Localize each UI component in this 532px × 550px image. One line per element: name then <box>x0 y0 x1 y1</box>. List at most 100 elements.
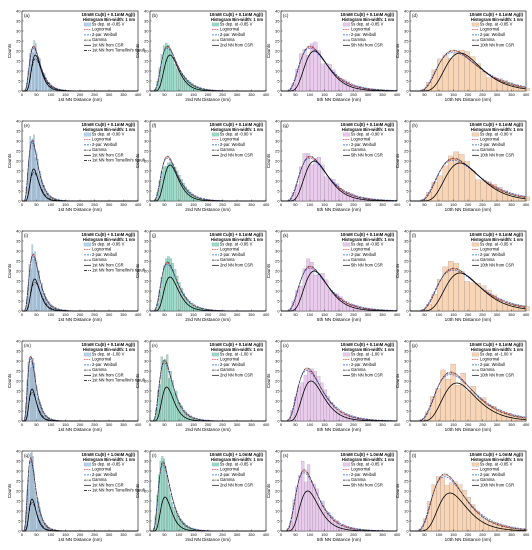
y-tick-label: 15 <box>275 278 279 283</box>
histogram-bar <box>36 59 39 92</box>
y-tick-label: 40 <box>144 8 149 13</box>
x-tick-label: 250 <box>479 532 486 537</box>
panel-label: (h) <box>412 123 418 128</box>
legend-weibull: 2-par. Weibull <box>92 472 117 477</box>
histogram-bar <box>324 512 328 532</box>
y-tick-label: 35 <box>144 348 148 353</box>
legend-swatch <box>83 132 92 137</box>
legend-swatch <box>83 462 92 467</box>
x-tick-label: 250 <box>219 422 226 427</box>
y-tick-label: 15 <box>404 58 408 63</box>
y-tick-label: 10 <box>144 178 149 183</box>
legend-gamma: Gamma <box>480 257 495 262</box>
y-tick-label: 35 <box>144 128 148 133</box>
legend-series: 5s dep. at -1.00 V <box>480 352 513 357</box>
y-tick-label: 25 <box>144 38 148 43</box>
x-tick-label: 350 <box>120 202 127 207</box>
legend-swatch <box>211 462 220 467</box>
gamma-curve <box>410 473 526 532</box>
y-axis-label: Counts <box>395 263 400 278</box>
panel-label: (j) <box>152 233 157 238</box>
legend-series: 5s dep. at -0.85 V <box>351 462 384 467</box>
legend-lognormal: Lognormal <box>351 247 370 252</box>
chart-panel: 0 50 100 150 200 250 300 350 4000510152025303540… <box>7 338 146 432</box>
y-tick-label: 40 <box>404 118 409 123</box>
weibull-curve <box>410 269 526 312</box>
y-axis-label: Counts <box>266 263 271 278</box>
y-tick-label: 15 <box>16 498 20 503</box>
lognormal-curve <box>281 368 397 422</box>
x-tick-label: 250 <box>91 312 98 317</box>
y-axis-label: Counts <box>7 483 12 498</box>
x-tick-label: 150 <box>62 422 69 427</box>
legend-weibull: 2-par. Weibull <box>480 32 505 37</box>
x-tick-label: 350 <box>379 202 386 207</box>
legend-swatch <box>471 352 480 357</box>
x-tick-label: 200 <box>205 422 212 427</box>
x-tick-label: 400 <box>523 532 530 537</box>
y-tick-label: 35 <box>16 238 20 243</box>
bin-width-label: Histogram Bin-width: 1 nm <box>211 457 263 462</box>
y-tick-label: 40 <box>404 228 409 233</box>
histogram-bar <box>447 155 454 202</box>
y-tick-label: 0 <box>146 418 149 423</box>
y-tick-label: 30 <box>275 248 280 253</box>
histogram-bar <box>169 258 172 312</box>
y-tick-label: 25 <box>144 368 148 373</box>
x-tick-label: 350 <box>379 92 386 97</box>
y-tick-label: 0 <box>406 88 409 93</box>
gamma-curve <box>281 367 397 422</box>
legend-csr: 10th NN from CSR <box>480 262 514 267</box>
y-tick-label: 30 <box>144 28 149 33</box>
histogram-bar <box>480 71 487 92</box>
y-tick-label: 0 <box>18 198 21 203</box>
y-tick-label: 10 <box>404 508 409 513</box>
panel-label: (a) <box>24 13 30 18</box>
x-tick-label: 200 <box>336 422 343 427</box>
y-tick-label: 5 <box>277 408 279 413</box>
histogram-bar <box>303 375 308 422</box>
x-tick-label: 300 <box>106 422 113 427</box>
x-tick-label: 400 <box>135 422 142 427</box>
histogram-bar <box>457 484 463 532</box>
legend-lognormal: Lognormal <box>92 357 111 362</box>
histogram-bar <box>173 63 177 92</box>
y-tick-label: 5 <box>406 78 408 83</box>
histogram-bar <box>173 392 176 422</box>
y-tick-label: 10 <box>404 68 409 73</box>
panel-title: 10mM Cu(II) + 0.1mM Ag(I) <box>82 232 136 237</box>
y-tick-label: 40 <box>16 448 21 453</box>
legend-series: 5s dep. at -0.85 V <box>480 22 513 27</box>
x-tick-label: 350 <box>248 312 255 317</box>
x-tick-label: 50 <box>293 202 298 207</box>
legend-gamma: Gamma <box>220 147 235 152</box>
y-tick-label: 20 <box>144 378 149 383</box>
legend-lognormal: Lognormal <box>351 357 370 362</box>
x-tick-label: 350 <box>508 312 515 317</box>
y-tick-label: 40 <box>275 118 280 123</box>
x-tick-label: 300 <box>365 202 372 207</box>
x-tick-label: 150 <box>321 422 328 427</box>
panel-title: 10mM Cu(II) + 0.1mM Ag(I) <box>210 342 264 347</box>
y-tick-label: 10 <box>16 178 21 183</box>
x-tick-label: 100 <box>48 312 55 317</box>
x-tick-label: 300 <box>494 532 501 537</box>
y-tick-label: 0 <box>406 308 409 313</box>
legend-lognormal: Lognormal <box>220 357 239 362</box>
legend-swatch <box>83 22 92 27</box>
y-axis-label: Counts <box>135 153 140 168</box>
histogram-bar <box>31 361 33 422</box>
y-tick-label: 5 <box>406 518 408 523</box>
legend-csr: 5th NN from CSR <box>351 262 383 267</box>
histogram-bar <box>162 458 165 532</box>
x-tick-label: 400 <box>263 532 270 537</box>
panel-title: 10mM Cu(II) + 0.1mM Ag(I) <box>470 12 524 17</box>
y-tick-label: 15 <box>404 498 408 503</box>
x-tick-label: 100 <box>436 202 443 207</box>
legend-swatch <box>211 132 220 137</box>
y-tick-label: 25 <box>404 258 408 263</box>
histogram-bar <box>315 488 319 532</box>
legend-csr: 1st NN from CSR <box>92 482 124 487</box>
legend-csr: 2nd NN from CSR <box>220 42 253 47</box>
x-tick-label: 100 <box>307 422 314 427</box>
